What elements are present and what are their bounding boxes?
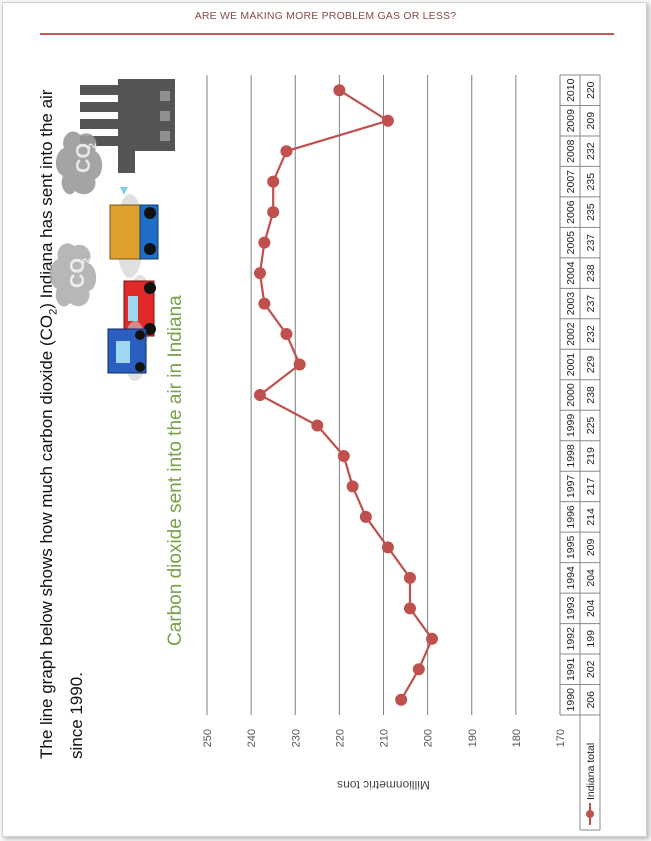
x-tick-label: 1996	[565, 505, 577, 529]
table-value: 204	[585, 569, 597, 587]
table-value: 204	[585, 599, 597, 617]
x-tick-label: 2000	[565, 383, 577, 407]
factory-windows	[160, 91, 170, 141]
co2-label-2: CO	[67, 258, 89, 288]
x-tick-label: 2010	[565, 78, 577, 102]
y-tick-label: 190	[467, 729, 479, 747]
table-value: 232	[585, 142, 597, 160]
table-value: 220	[585, 81, 597, 99]
x-tick-label: 1995	[565, 536, 577, 560]
table-value: 199	[585, 630, 597, 648]
table-value: 217	[585, 478, 597, 496]
x-tick-label: 1992	[565, 627, 577, 651]
table-value: 206	[585, 691, 597, 709]
y-tick-label: 250	[202, 729, 214, 747]
table-value: 235	[585, 173, 597, 191]
table-value: 235	[585, 203, 597, 221]
legend-marker	[586, 810, 594, 818]
data-point	[258, 297, 271, 310]
x-tick-label: 2002	[565, 322, 577, 346]
car-wheel	[144, 323, 156, 335]
y-axis-label: Millionmetric tons	[337, 778, 430, 792]
truck-wheel	[144, 243, 156, 255]
data-point	[258, 236, 271, 249]
table-value: 232	[585, 325, 597, 343]
y-tick-label: 230	[290, 729, 302, 747]
x-tick-label: 2006	[565, 200, 577, 224]
legend-label: Indiana total	[585, 743, 597, 800]
data-point	[337, 449, 350, 462]
data-point	[359, 510, 372, 523]
y-tick-label: 200	[423, 729, 435, 747]
y-tick-label: 210	[379, 729, 391, 747]
table-value: 202	[585, 660, 597, 678]
co2-subscript: 2	[87, 143, 99, 149]
table-value: 237	[585, 234, 597, 252]
car-wheel	[135, 330, 145, 340]
table-value: 238	[585, 386, 597, 404]
x-tick-label: 1994	[565, 566, 577, 590]
cloud-icon	[56, 131, 103, 195]
x-tick-label: 2004	[565, 261, 577, 285]
cloud-icon-2	[49, 243, 97, 307]
table-value: 225	[585, 417, 597, 435]
car-window	[128, 296, 138, 321]
table-value: 238	[585, 264, 597, 282]
x-tick-label: 2009	[565, 109, 577, 133]
x-tick-label: 2005	[565, 231, 577, 255]
y-tick-label: 180	[511, 729, 523, 747]
data-point	[333, 84, 346, 97]
table-value: 219	[585, 447, 597, 465]
y-tick-label: 170	[555, 729, 567, 747]
y-tick-label: 240	[246, 729, 258, 747]
table-value: 209	[585, 112, 597, 130]
co2-label: CO	[73, 143, 95, 173]
data-point	[293, 358, 306, 371]
x-tick-label: 2003	[565, 292, 577, 316]
car-wheel	[144, 282, 156, 294]
data-point	[403, 602, 416, 615]
x-tick-label: 1990	[565, 688, 577, 712]
table-value: 229	[585, 356, 597, 374]
header-divider	[40, 33, 614, 35]
data-point	[253, 267, 266, 280]
data-point	[267, 206, 280, 219]
table-value: 209	[585, 538, 597, 556]
data-point	[311, 419, 324, 432]
data-point	[412, 663, 425, 676]
x-tick-label: 1998	[565, 444, 577, 468]
data-point	[403, 571, 416, 584]
data-point	[253, 389, 266, 401]
x-tick-label: 1997	[565, 475, 577, 499]
factory-icon	[80, 79, 175, 173]
data-point	[395, 693, 408, 706]
x-tick-label: 1999	[565, 414, 577, 438]
car-window-2	[116, 341, 130, 363]
data-point	[381, 541, 394, 554]
page-header-title: ARE WE MAKING MORE PROBLEM GAS OR LESS?	[194, 10, 457, 22]
x-tick-label: 1991	[565, 657, 577, 681]
x-tick-label: 2001	[565, 353, 577, 377]
data-point	[267, 175, 280, 188]
data-point	[280, 328, 293, 341]
x-tick-label: 2007	[565, 170, 577, 194]
y-tick-label: 220	[334, 729, 346, 747]
truck-icon	[109, 204, 141, 260]
x-tick-label: 1993	[565, 596, 577, 620]
data-point	[381, 114, 394, 127]
data-point	[346, 480, 359, 493]
car-wheel	[135, 362, 145, 372]
table-value: 237	[585, 295, 597, 313]
truck-exhaust	[120, 187, 128, 195]
co2-subscript-2: 2	[81, 258, 93, 264]
x-tick-label: 2008	[565, 139, 577, 163]
data-point	[426, 632, 439, 645]
data-point	[280, 145, 293, 158]
table-value: 214	[585, 508, 597, 526]
truck-wheel	[144, 207, 156, 219]
